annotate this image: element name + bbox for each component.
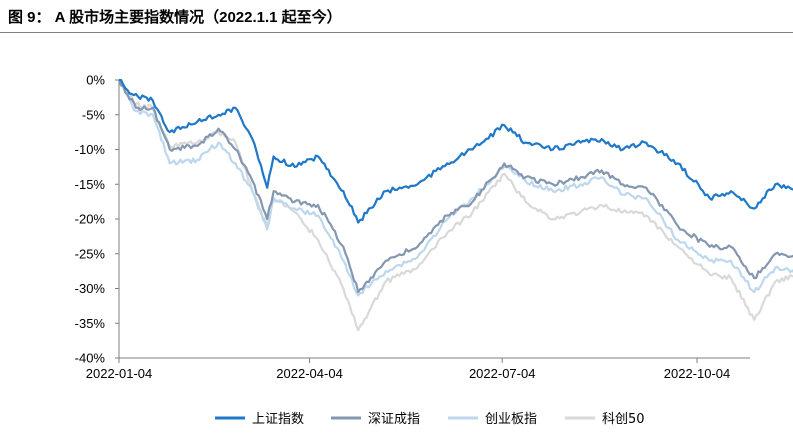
- legend-label: 创业板指: [485, 412, 537, 427]
- series-line-1: [118, 78, 793, 224]
- y-tick-label: -30%: [75, 281, 106, 296]
- y-tick-label: 0%: [86, 73, 105, 88]
- x-tick-label: 2022-04-04: [276, 366, 343, 381]
- series-line-2: [117, 79, 793, 294]
- figure-title: 图 9： A 股市场主要指数情况（2022.1.1 起至今）: [8, 9, 342, 26]
- series-line-4: [118, 79, 793, 332]
- y-tick-label: -40%: [75, 351, 106, 366]
- y-tick-label: -35%: [75, 316, 106, 331]
- legend-label: 上证指数: [252, 412, 304, 427]
- series-layer: [117, 78, 793, 332]
- x-tick-label: 2022-10-04: [664, 366, 731, 381]
- legend-item-3: 创业板指: [448, 412, 537, 427]
- legend-item-4: 科创50: [565, 412, 645, 427]
- series-line-3: [117, 79, 793, 297]
- legend-label: 科创50: [602, 412, 645, 427]
- y-axis: 0% -5% -10% -15% -20% -25% -30% -35% -40%: [75, 73, 120, 366]
- y-tick-label: -25%: [75, 246, 106, 261]
- legend-item-1: 上证指数: [215, 412, 304, 427]
- x-tick-label: 2022-07-04: [469, 366, 536, 381]
- y-tick-label: -5%: [82, 107, 106, 122]
- legend-item-2: 深证成指: [331, 412, 420, 427]
- y-tick-label: -20%: [75, 212, 106, 227]
- x-tick-label: 2022-01-04: [86, 366, 153, 381]
- y-tick-label: -10%: [75, 142, 106, 157]
- y-tick-label: -15%: [75, 177, 106, 192]
- title-divider: [0, 32, 793, 33]
- legend: 上证指数 深证成指 创业板指 科创50: [215, 412, 645, 427]
- x-axis: 2022-01-04 2022-04-04 2022-07-04 2022-10-04: [86, 357, 750, 381]
- legend-label: 深证成指: [368, 412, 420, 427]
